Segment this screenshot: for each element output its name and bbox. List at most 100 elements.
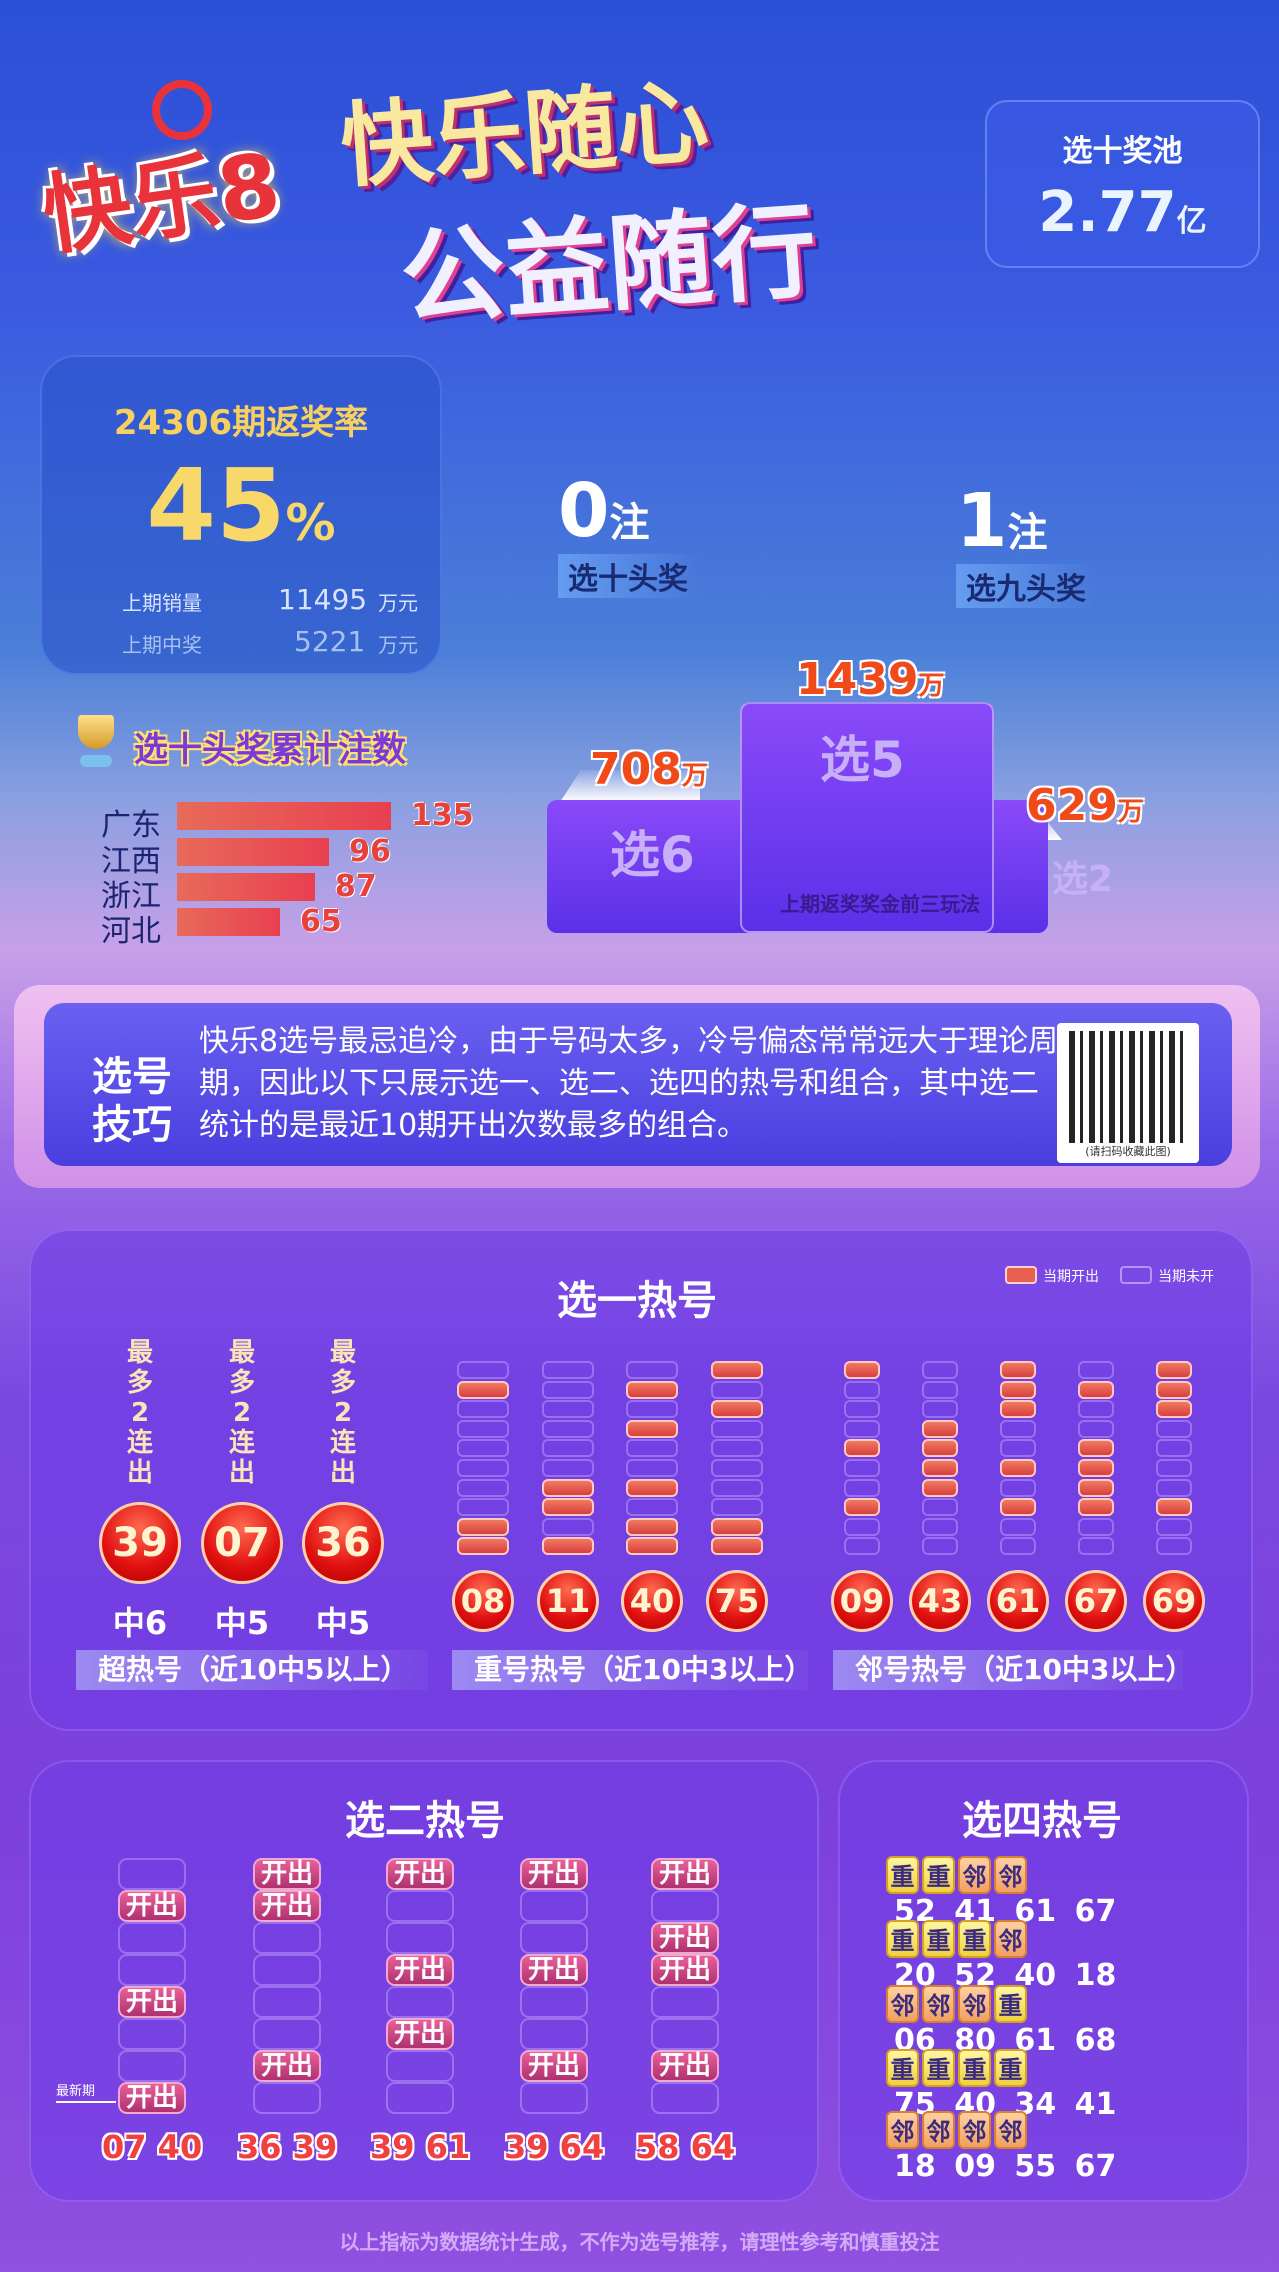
legend-not-drawn-swatch	[1120, 1266, 1152, 1284]
repeat-tag: 重	[922, 2049, 955, 2087]
lottery-emblem-icon	[152, 80, 212, 140]
draw-cell	[1000, 1400, 1036, 1419]
repeat-tag: 重	[886, 2049, 919, 2087]
tips-heading: 选号 技巧	[92, 1054, 172, 1148]
draw-cell	[626, 1400, 678, 1419]
jackpot-9: 1注 选九头奖	[956, 478, 1096, 608]
pick4-row-3: 重重重重75 40 34 41	[886, 2049, 1236, 2122]
draw-cell	[1078, 1478, 1114, 1497]
bar-1	[177, 838, 330, 866]
draw-cell	[711, 1478, 763, 1497]
pair-draw-cell	[386, 1986, 454, 2018]
neighbor-tag: 邻	[958, 1856, 991, 1894]
draw-cell	[1078, 1361, 1114, 1379]
repeat-tag: 重	[958, 2049, 991, 2087]
draw-cell	[626, 1419, 678, 1438]
pair-draw-cell	[520, 2082, 588, 2114]
logo-text: 快乐8	[36, 132, 287, 268]
pair-draw-cell: 开出	[651, 1954, 719, 1986]
draw-cell	[626, 1517, 678, 1536]
draw-cell	[457, 1498, 509, 1517]
pair-draw-cell	[253, 1954, 321, 1986]
sales-unit: 万元	[378, 591, 418, 615]
draw-cell	[1156, 1517, 1192, 1536]
pick4-title: 选四热号	[962, 1798, 1122, 1844]
draw-cell	[542, 1498, 594, 1517]
pair-draw-cell: 开出	[118, 1890, 186, 1922]
qr-code[interactable]: (请扫码收藏此图)	[1057, 1023, 1199, 1163]
prize-pool-card: 选十奖池 2.77亿	[985, 100, 1260, 268]
draw-cell	[626, 1459, 678, 1477]
bar-label-3: 河北	[101, 914, 161, 949]
draw-cell	[844, 1537, 880, 1556]
draw-cell	[922, 1419, 958, 1438]
band-neighbor-hot: 邻号热号（近10中3以上）	[833, 1650, 1193, 1690]
pair-draw-cell	[253, 2082, 321, 2114]
draw-cell	[1156, 1537, 1192, 1556]
pair-draw-cell: 开出	[651, 1922, 719, 1954]
rate-unit: %	[285, 494, 336, 552]
draw-cell	[1078, 1498, 1114, 1517]
draw-cell	[922, 1517, 958, 1536]
super-hot-ball-1: 07	[201, 1502, 283, 1584]
pool-unit: 亿	[1176, 204, 1207, 239]
bar-label-1: 江西	[101, 844, 161, 879]
pair-draw-cell: 开出	[118, 2082, 186, 2114]
draw-cell	[1078, 1419, 1114, 1438]
draw-cell	[922, 1537, 958, 1556]
draw-cell	[711, 1439, 763, 1458]
podium-value-left: 708万	[590, 744, 708, 795]
podium-center	[740, 702, 994, 933]
super-hot-hits-2: 中5	[315, 1604, 371, 1642]
draw-cell	[1000, 1537, 1036, 1556]
pair-draw-cell: 开出	[253, 1890, 321, 1922]
draw-cell	[626, 1537, 678, 1556]
pair-draw-cell: 开出	[253, 1858, 321, 1890]
repeat-tag: 重	[958, 1920, 991, 1958]
repeat_hot-ball-3: 75	[706, 1570, 768, 1632]
draw-cell	[1156, 1419, 1192, 1438]
pair-draw-cell: 开出	[520, 1858, 588, 1890]
podium-name-left: 选6	[610, 826, 695, 884]
podium-caption: 上期返奖奖金前三玩法	[780, 892, 980, 916]
repeat-tag: 重	[886, 1920, 919, 1958]
super-hot-ball-0: 39	[99, 1502, 181, 1584]
draw-cell	[1078, 1380, 1114, 1399]
draw-cell	[1156, 1400, 1192, 1419]
return-rate-title: 24306期返奖率	[113, 403, 369, 443]
jackpot-9-count: 1注	[956, 478, 1048, 564]
draw-cell	[844, 1380, 880, 1399]
draw-cell	[626, 1478, 678, 1497]
bar-2	[177, 873, 315, 901]
pair-draw-cell	[253, 1922, 321, 1954]
draw-cell	[1000, 1419, 1036, 1438]
bar-value-0: 135	[411, 798, 474, 833]
draw-cell	[1156, 1459, 1192, 1477]
prize-unit: 万元	[378, 633, 418, 657]
repeat-tag: 重	[922, 1856, 955, 1894]
jackpot-9-label: 选九头奖	[956, 564, 1096, 608]
pair-draw-cell: 开出	[520, 1954, 588, 1986]
draw-cell	[922, 1380, 958, 1399]
draw-cell	[542, 1361, 594, 1379]
draw-cell	[542, 1537, 594, 1556]
neighbor-tag: 邻	[886, 2111, 919, 2149]
pair-draw-cell	[651, 2018, 719, 2050]
pair-draw-cell: 开出	[651, 2050, 719, 2082]
prize-value: 5221	[294, 625, 366, 658]
prize-row: 上期中奖 5221 万元	[122, 625, 422, 659]
tips-banner: 选号 技巧 快乐8选号最忌追冷，由于号码太多，冷号偏态常常远大于理论周期，因此以下…	[14, 985, 1260, 1188]
neighbor_hot-ball-0: 09	[831, 1570, 893, 1632]
legend-not-drawn-label: 当期未开	[1158, 1269, 1214, 1285]
draw-cell	[844, 1478, 880, 1497]
tips-inner: 选号 技巧 快乐8选号最忌追冷，由于号码太多，冷号偏态常常远大于理论周期，因此以下…	[44, 1003, 1232, 1166]
pair-draw-cell	[386, 2082, 454, 2114]
podium-step-top-left	[560, 770, 700, 802]
repeat_hot-ball-1: 11	[537, 1570, 599, 1632]
trophy-icon	[72, 715, 120, 771]
neighbor_hot-ball-4: 69	[1143, 1570, 1205, 1632]
draw-cell	[844, 1439, 880, 1458]
repeat-tag: 重	[994, 2049, 1027, 2087]
